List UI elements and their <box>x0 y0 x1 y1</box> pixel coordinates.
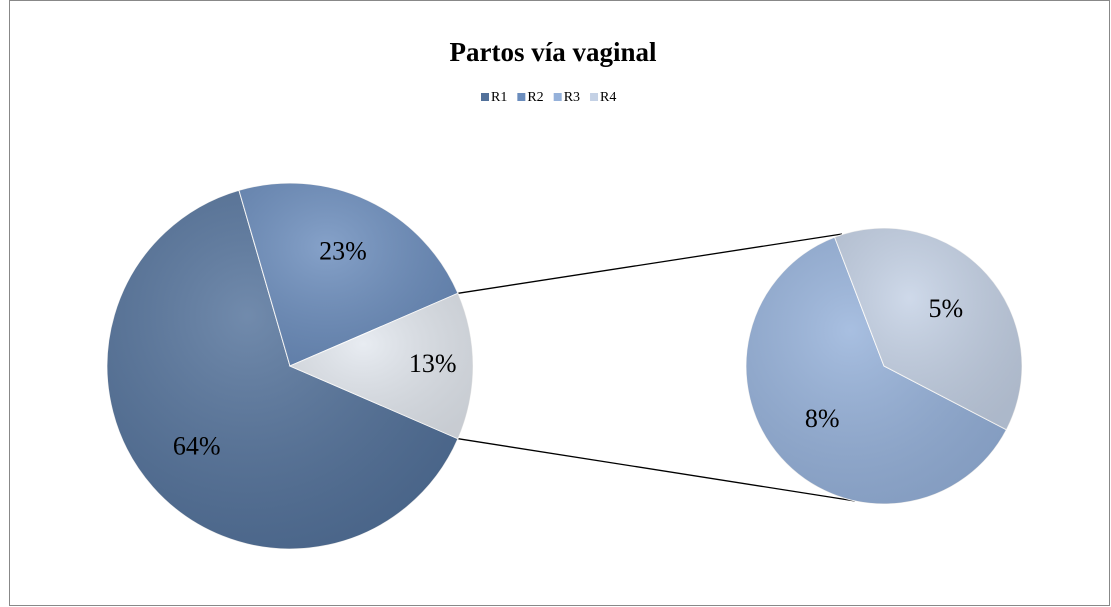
data-label: 64% <box>173 431 221 460</box>
legend-swatch <box>553 93 562 101</box>
slice-shading <box>290 293 473 439</box>
slice-shading <box>746 237 1007 505</box>
plot: 64% 23% 13% 8% 5% <box>106 182 1023 550</box>
legend: R1 R2 R3 R4 <box>481 90 616 105</box>
data-label: 8% <box>805 404 840 433</box>
legend-label: R3 <box>564 90 580 105</box>
data-label: 13% <box>409 349 457 378</box>
slice-shading <box>107 190 458 550</box>
connector-line <box>457 233 843 294</box>
legend-label: R2 <box>527 90 543 105</box>
chart-title: Partos vía vaginal <box>450 37 657 67</box>
slice-shading <box>834 228 1022 430</box>
connector-line <box>457 438 856 502</box>
slice-shading <box>238 182 458 366</box>
legend-swatch <box>590 93 599 101</box>
legend-label: R4 <box>600 90 616 105</box>
legend-swatch <box>481 93 489 101</box>
legend-label: R1 <box>491 90 507 105</box>
data-label: 5% <box>928 294 963 323</box>
legend-swatch <box>517 93 526 101</box>
data-label: 23% <box>319 236 367 265</box>
